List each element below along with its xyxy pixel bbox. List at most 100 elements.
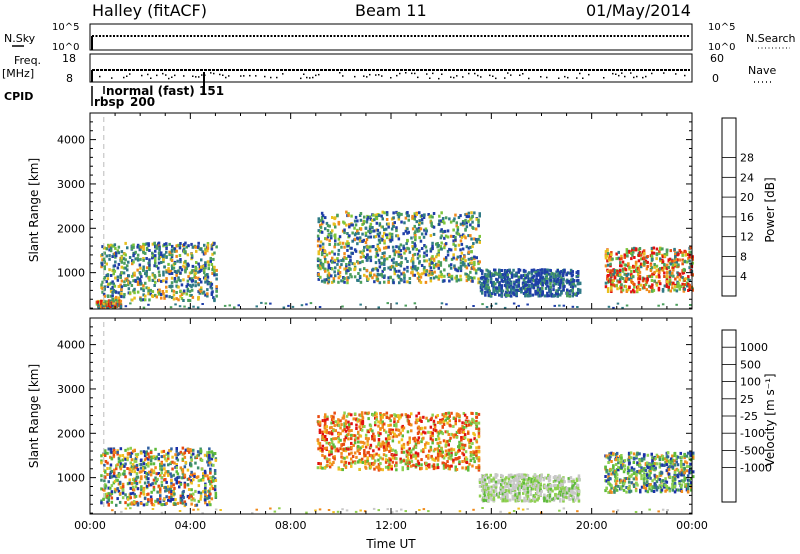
- echo-cell: [175, 456, 178, 460]
- echo-cell: [471, 245, 474, 249]
- echo-cell: [441, 461, 444, 465]
- echo-cell: [437, 253, 440, 257]
- echo-cell: [477, 421, 481, 425]
- echo-cell: [195, 267, 198, 271]
- echo-cell: [197, 490, 201, 494]
- echo-cell: [107, 282, 110, 286]
- echo-cell: [119, 276, 122, 279]
- echo-cell: [183, 500, 187, 504]
- echo-cell: [623, 255, 626, 259]
- echo-cell: [165, 470, 168, 474]
- echo-cell: [418, 219, 421, 223]
- echo-cell: [424, 245, 428, 249]
- echo-cell: [420, 264, 424, 267]
- echo-cell: [389, 423, 392, 427]
- echo-cell: [361, 440, 365, 444]
- echo-cell: [453, 264, 456, 268]
- echo-cell: [448, 217, 451, 221]
- echo-cell: [194, 504, 197, 507]
- echo-cell: [408, 452, 411, 456]
- echo-cell: [204, 280, 207, 284]
- echo-cell: [667, 288, 670, 292]
- echo-cell: [158, 255, 161, 259]
- echo-cell: [414, 446, 418, 449]
- echo-cell: [178, 475, 181, 479]
- echo-cell: [537, 280, 540, 284]
- echo-cell: [206, 279, 209, 283]
- echo-cell: [638, 288, 642, 291]
- echo-cell: [107, 447, 110, 451]
- echo-cell: [111, 304, 114, 307]
- echo-cell: [628, 267, 631, 271]
- echo-cell: [318, 428, 322, 432]
- echo-cell: [553, 272, 557, 276]
- echo-cell: [147, 242, 150, 246]
- echo-cell: [108, 254, 111, 258]
- echo-cell: [415, 463, 418, 467]
- echo-cell: [124, 475, 127, 479]
- echo-cell: [175, 470, 178, 474]
- echo-cell: [389, 419, 392, 423]
- echo-cell: [607, 256, 611, 260]
- echo-cell: [344, 460, 348, 464]
- echo-cell: [148, 298, 151, 302]
- echo-cell: [164, 478, 167, 481]
- echo-cell: [403, 247, 406, 251]
- echo-cell: [207, 463, 210, 467]
- echo-cell: [175, 291, 178, 294]
- echo-cell: [209, 469, 212, 473]
- echo-cell: [139, 279, 142, 283]
- echo-cell: [576, 291, 580, 295]
- echo-cell: [168, 295, 171, 299]
- echo-cell: [378, 248, 382, 252]
- echo-cell: [327, 276, 331, 280]
- echo-cell: [101, 290, 104, 294]
- echo-cell: [213, 251, 216, 255]
- echo-cell: [213, 477, 217, 481]
- echo-cell: [678, 258, 681, 262]
- echo-cell: [638, 247, 642, 250]
- echo-cell: [109, 274, 113, 277]
- echo-cell: [651, 289, 654, 293]
- echo-cell: [317, 420, 320, 424]
- echo-cell: [107, 486, 110, 490]
- echo-cell: [159, 497, 162, 501]
- echo-cell: [652, 288, 656, 292]
- echo-cell: [672, 281, 675, 285]
- echo-cell: [371, 218, 374, 222]
- echo-cell: [408, 460, 411, 464]
- echo-cell: [467, 465, 470, 469]
- nave-dot: [576, 77, 578, 79]
- power-ylabel: Slant Range [km]: [27, 158, 41, 262]
- echo-cell: [140, 470, 143, 474]
- echo-cell: [399, 431, 402, 435]
- echo-cell: [435, 255, 438, 259]
- echo-cell: [682, 289, 686, 293]
- echo-cell: [439, 261, 443, 265]
- echo-cell: [668, 271, 672, 275]
- echo-cell: [366, 248, 369, 252]
- echo-cell: [319, 462, 322, 466]
- echo-cell: [401, 428, 404, 432]
- echo-cell: [472, 305, 475, 307]
- echo-cell: [402, 271, 405, 275]
- echo-cell: [672, 265, 675, 269]
- nave-dot: [99, 75, 101, 78]
- echo-cell: [465, 212, 469, 216]
- echo-cell: [685, 284, 689, 288]
- echo-cell: [181, 468, 185, 472]
- echo-cell: [368, 245, 372, 249]
- echo-cell: [104, 304, 108, 308]
- echo-cell: [403, 221, 406, 225]
- nave-dot: [432, 72, 434, 75]
- nave-dot: [309, 77, 311, 79]
- echo-cell: [509, 282, 513, 286]
- echo-cell: [536, 286, 540, 290]
- echo-cell: [101, 287, 104, 291]
- echo-cell: [471, 453, 474, 457]
- echo-cell: [346, 240, 349, 244]
- echo-cell: [646, 278, 649, 282]
- echo-cell: [377, 438, 381, 441]
- echo-cell: [201, 264, 204, 268]
- echo-cell: [477, 412, 481, 416]
